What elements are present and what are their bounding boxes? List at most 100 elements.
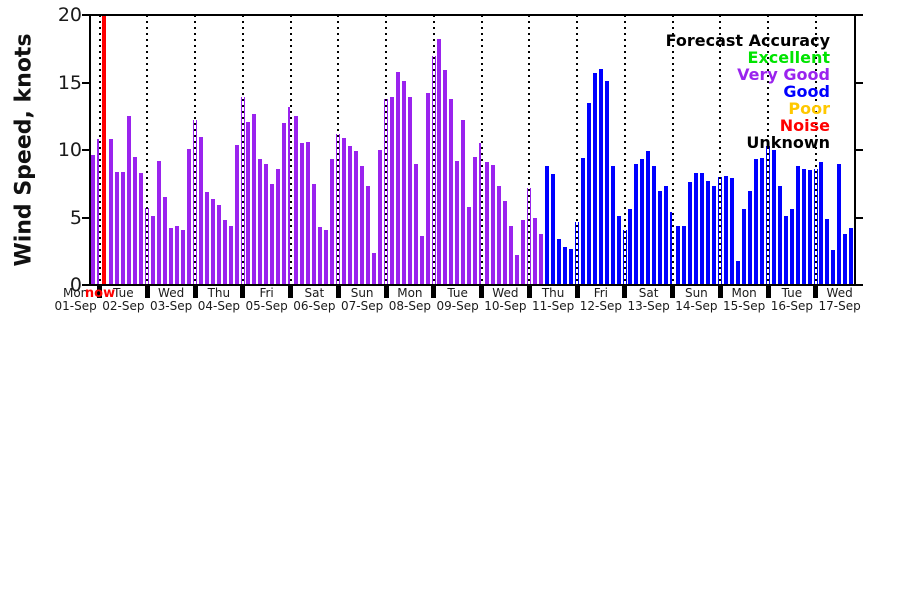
day-date: 11-Sep — [532, 299, 575, 313]
midnight-gridline — [432, 15, 435, 285]
day-boundary-tick — [431, 285, 437, 298]
wind-speed-bar — [837, 163, 842, 285]
midnight-gridline — [767, 15, 769, 285]
day-date: 17-Sep — [818, 299, 861, 313]
midnight-gridline — [576, 15, 578, 285]
day-name: Mon — [731, 286, 757, 300]
wind-speed-bar — [712, 186, 717, 285]
day-date: 01-Sep — [54, 299, 97, 313]
day-date: 16-Sep — [770, 299, 813, 313]
wind-speed-bar — [700, 172, 705, 285]
day-boundary-tick — [765, 285, 771, 298]
wind-speed-bar — [252, 113, 257, 285]
day-label: Sat 06-Sep — [282, 287, 346, 313]
legend-entry: Excellent — [747, 48, 830, 67]
wind-speed-bar — [133, 156, 138, 285]
wind-speed-bar — [467, 206, 472, 285]
day-date: 10-Sep — [484, 299, 527, 313]
wind-speed-bar — [771, 150, 776, 285]
day-name: Sat — [304, 286, 325, 300]
day-boundary-tick — [526, 285, 532, 298]
day-date: 04-Sep — [197, 299, 240, 313]
wind-speed-bar — [282, 123, 287, 285]
plot-area — [90, 15, 855, 285]
day-name: Tue — [113, 286, 134, 300]
wind-speed-bar — [795, 166, 800, 285]
midnight-gridline — [146, 15, 149, 285]
wind-speed-bar — [449, 98, 454, 285]
day-name: Sun — [350, 286, 374, 300]
day-name: Thu — [541, 286, 565, 300]
wind-speed-bar — [115, 171, 120, 285]
day-boundary-tick — [383, 285, 389, 298]
wind-speed-bar — [312, 183, 317, 285]
wind-speed-bar — [777, 186, 782, 285]
wind-speed-bar — [562, 247, 567, 285]
wind-speed-bar — [437, 39, 442, 285]
wind-speed-bar — [395, 71, 400, 285]
y-tick-mark — [82, 81, 90, 84]
wind-speed-bar — [759, 158, 764, 285]
wind-speed-bar — [222, 220, 227, 285]
wind-speed-bar — [807, 170, 812, 285]
y-tick-label: 0 — [69, 274, 82, 296]
day-boundary-tick — [717, 285, 723, 298]
wind-speed-bar — [270, 183, 275, 285]
y-tick-mark — [855, 149, 863, 151]
wind-speed-bar — [371, 252, 376, 285]
day-label: Fri 05-Sep — [235, 287, 299, 313]
wind-speed-bar — [789, 209, 794, 285]
y-tick-mark — [855, 216, 863, 219]
wind-speed-bar — [324, 229, 329, 285]
legend-title: Forecast Accuracy — [665, 31, 830, 50]
legend-entry: Good — [783, 82, 830, 101]
day-name: Wed — [158, 286, 185, 300]
wind-speed-bar — [306, 141, 311, 285]
wind-speed-bar — [723, 175, 728, 285]
midnight-gridline — [98, 15, 101, 285]
wind-speed-bar — [413, 163, 418, 285]
wind-speed-bar — [377, 150, 382, 285]
y-tick-label: 5 — [69, 206, 82, 229]
day-boundary-tick — [813, 285, 819, 298]
day-label: Sun 14-Sep — [664, 287, 728, 313]
day-name: Wed — [826, 286, 853, 300]
wind-speed-bar — [503, 201, 508, 285]
wind-speed-bar — [747, 190, 752, 285]
wind-speed-bar — [550, 174, 555, 285]
wind-speed-bar — [497, 186, 502, 285]
wind-speed-bar — [735, 260, 740, 285]
wind-speed-bar — [741, 209, 746, 285]
day-name: Fri — [593, 286, 609, 300]
wind-speed-bar — [425, 93, 430, 285]
day-name: Sun — [684, 286, 708, 300]
day-date: 13-Sep — [627, 299, 670, 313]
wind-speed-bar — [461, 120, 466, 285]
wind-speed-bar — [407, 97, 412, 285]
day-label: Tue 16-Sep — [760, 287, 824, 313]
wind-speed-bar — [180, 229, 185, 285]
wind-speed-bar — [91, 155, 96, 285]
wind-speed-bar — [664, 186, 669, 285]
wind-speed-bar — [676, 225, 681, 285]
day-label: Tue 02-Sep — [91, 287, 155, 313]
midnight-gridline — [528, 15, 531, 285]
wind-speed-bar — [628, 209, 633, 285]
wind-speed-bar — [598, 69, 603, 285]
day-date: 02-Sep — [102, 299, 145, 313]
wind-speed-bar — [359, 166, 364, 285]
day-label: Wed 03-Sep — [139, 287, 203, 313]
y-tick-mark — [82, 149, 90, 151]
wind-speed-bar — [532, 217, 537, 285]
wind-speed-bar — [688, 182, 693, 285]
wind-speed-bar — [139, 172, 144, 285]
y-tick-label: 10 — [57, 139, 82, 161]
wind-speed-bar — [592, 73, 597, 285]
midnight-gridline — [241, 15, 244, 285]
wind-speed-bar — [294, 116, 299, 285]
wind-speed-bar — [521, 220, 526, 285]
wind-speed-bar — [127, 116, 132, 285]
day-date: 09-Sep — [436, 299, 479, 313]
day-label: Wed 10-Sep — [473, 287, 537, 313]
wind-speed-bar — [455, 160, 460, 285]
